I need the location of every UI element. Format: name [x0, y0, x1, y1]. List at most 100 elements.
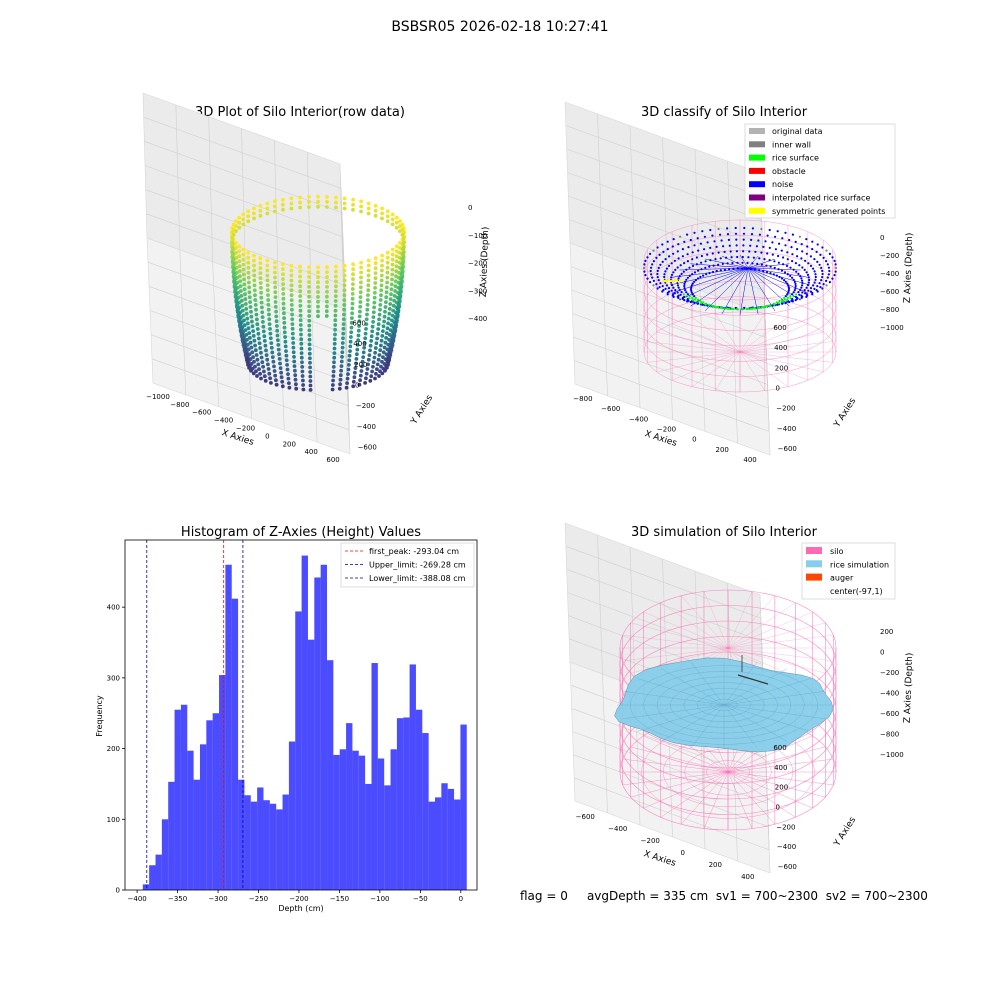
data-point — [252, 206, 256, 211]
data-point — [368, 343, 373, 348]
wire-spoke — [739, 341, 833, 353]
data-point — [385, 260, 390, 265]
data-point — [834, 263, 837, 266]
data-point — [362, 345, 367, 350]
noise-ray — [747, 267, 759, 315]
data-point — [809, 287, 813, 290]
data-point — [300, 369, 305, 374]
wire-spoke — [630, 746, 729, 773]
data-point — [380, 371, 385, 376]
data-point — [765, 304, 769, 308]
legend-swatch — [749, 128, 765, 134]
data-point — [365, 302, 370, 307]
x-tick-label: −50 — [413, 895, 428, 903]
data-point — [287, 381, 291, 385]
histogram-bar — [307, 639, 315, 890]
data-point — [375, 362, 380, 367]
data-point — [334, 269, 338, 274]
data-point — [307, 205, 311, 209]
data-point — [282, 330, 287, 335]
data-point — [254, 307, 258, 312]
data-point — [284, 353, 289, 358]
data-point — [333, 332, 337, 337]
data-point — [298, 200, 302, 205]
data-point — [652, 284, 655, 287]
data-point — [253, 303, 258, 307]
data-point — [373, 213, 378, 218]
wire-spoke — [660, 602, 729, 649]
data-point — [661, 285, 664, 288]
wire-spoke — [672, 323, 741, 353]
data-point — [359, 275, 363, 280]
data-point — [261, 364, 265, 369]
data-point — [358, 290, 363, 295]
data-point — [253, 293, 257, 298]
data-point — [373, 376, 377, 381]
data-point — [805, 293, 808, 296]
data-point — [370, 324, 375, 329]
data-point — [374, 341, 379, 346]
data-point — [237, 249, 242, 254]
data-point — [813, 258, 816, 261]
legend: silo rice simulation auger center(-97,1) — [801, 542, 896, 600]
noise-ray — [679, 267, 749, 301]
histogram-bar — [161, 819, 169, 890]
wire-spoke — [739, 351, 789, 387]
data-point — [384, 290, 389, 295]
data-point — [308, 379, 313, 383]
data-point — [691, 258, 694, 261]
data-point — [809, 290, 813, 293]
wire-spoke — [727, 735, 813, 773]
data-point — [252, 278, 257, 283]
data-point — [752, 256, 756, 259]
data-point — [249, 314, 254, 319]
data-point — [281, 272, 285, 277]
data-point — [385, 270, 390, 275]
data-point — [265, 357, 270, 362]
data-point — [277, 352, 281, 357]
data-point — [308, 365, 312, 370]
data-point — [316, 270, 320, 275]
data-point — [757, 239, 760, 242]
z-axis-label: Z Axies (Depth) — [479, 227, 491, 298]
data-point — [713, 240, 716, 243]
data-point — [703, 235, 707, 238]
data-point — [704, 260, 707, 263]
data-point — [763, 258, 766, 261]
data-point — [275, 333, 280, 338]
data-point — [243, 302, 248, 306]
data-point — [643, 263, 646, 266]
data-point — [382, 345, 387, 350]
data-point — [283, 335, 287, 339]
info-line: flag = 0 avgDepth = 335 cm sv1 = 700~230… — [520, 889, 928, 903]
data-point — [245, 360, 250, 364]
data-point — [384, 336, 388, 340]
data-point — [274, 319, 279, 324]
data-point — [727, 238, 731, 241]
data-point — [788, 238, 791, 242]
data-point — [665, 284, 669, 287]
data-point — [773, 260, 776, 263]
data-point — [244, 307, 249, 311]
data-point — [298, 279, 302, 284]
data-point — [754, 250, 757, 253]
data-point — [262, 334, 267, 339]
data-point — [252, 258, 256, 263]
data-point — [281, 287, 286, 291]
data-point — [332, 346, 337, 351]
data-point — [384, 300, 388, 304]
data-point — [334, 200, 338, 205]
data-point — [383, 309, 387, 314]
data-point — [797, 272, 800, 275]
data-point — [822, 256, 825, 259]
data-point — [230, 251, 235, 256]
data-point — [256, 331, 261, 336]
data-point — [816, 260, 819, 263]
data-point — [656, 246, 659, 249]
data-point — [398, 224, 402, 229]
data-point — [777, 261, 781, 264]
data-point — [696, 298, 700, 301]
data-point — [325, 299, 329, 304]
data-point — [773, 266, 776, 269]
data-point — [350, 292, 355, 296]
